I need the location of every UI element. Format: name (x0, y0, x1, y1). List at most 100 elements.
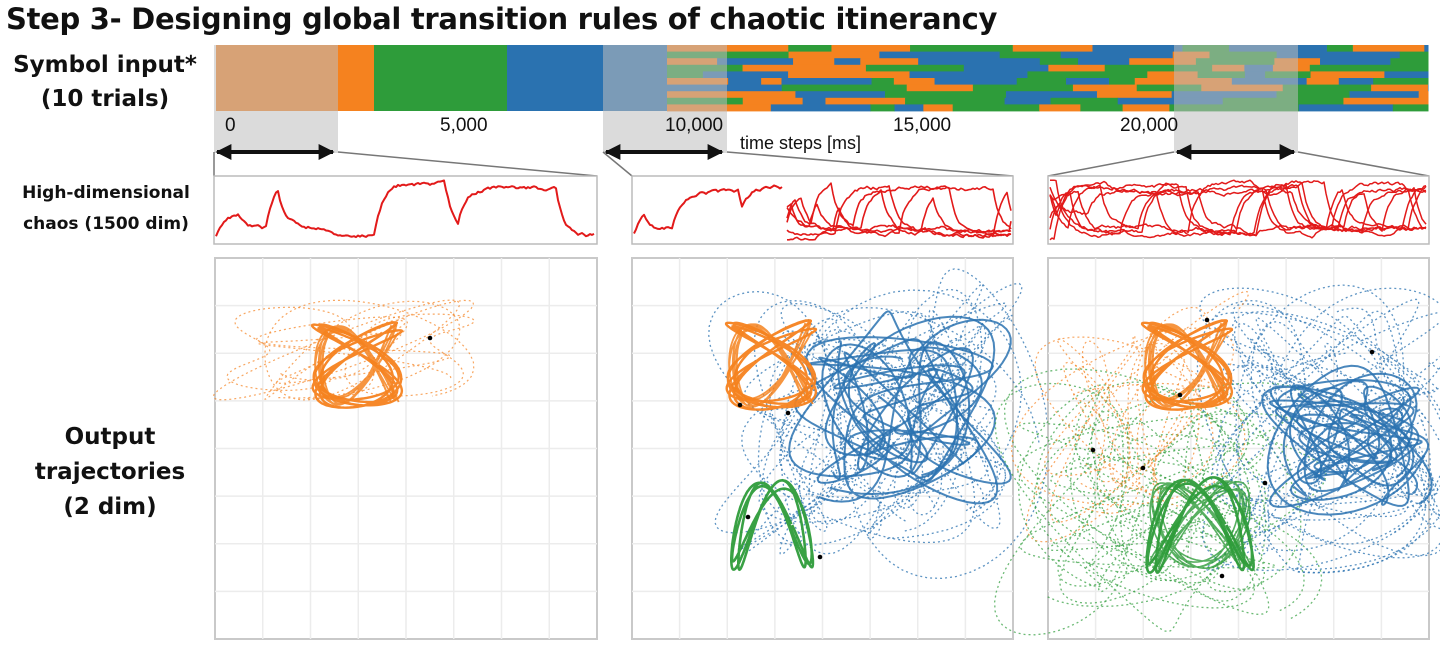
symbol-segment (1066, 78, 1110, 85)
symbol-segment (795, 91, 886, 99)
transition-point (427, 335, 433, 341)
chaos-trace (786, 182, 1012, 236)
symbol-segment (1338, 78, 1374, 85)
time-tick-0: 0 (225, 115, 236, 136)
symbol-segment (1096, 91, 1173, 99)
symbol-segment (1399, 51, 1429, 59)
trajectory-curve (1233, 322, 1431, 544)
trajectory-curve (728, 321, 814, 408)
trajectory-curve (1276, 379, 1423, 501)
trajectory-curve (1216, 307, 1438, 555)
symbol-segment (834, 58, 861, 66)
window-highlight-2 (603, 45, 727, 153)
chaos-panel-3 (1047, 175, 1430, 245)
chaos-trace (1049, 179, 1427, 235)
symbol-segment (1122, 104, 1170, 112)
chaos-panel-2 (631, 175, 1014, 245)
symbol-segment (952, 104, 1040, 112)
transition-point (1177, 392, 1183, 398)
symbol-block (338, 45, 374, 111)
symbol-segment (1427, 84, 1429, 92)
transition-point (1219, 573, 1225, 579)
trajectory-curve (753, 300, 1013, 544)
symbol-segment (742, 64, 867, 72)
symbol-segment (1048, 64, 1106, 72)
symbol-segment (1117, 97, 1224, 105)
trajectory-curve (833, 355, 971, 461)
symbol-segment (1004, 97, 1052, 105)
chaos-trace (786, 185, 1012, 239)
symbol-segment (1147, 71, 1199, 79)
symbol-segment (910, 45, 1014, 52)
symbol-segment (702, 71, 789, 79)
symbol-segment (905, 97, 1006, 105)
symbol-segment (1326, 45, 1354, 52)
time-tick-1: 5,000 (440, 115, 488, 136)
symbol-segment (893, 78, 936, 85)
output-trajectories-label: trajectories (34, 459, 186, 485)
symbol-input-trials-label: (10 trials) (40, 86, 170, 112)
symbol-segment (667, 45, 789, 52)
symbol-segment (1027, 71, 1148, 79)
symbol-segment (963, 64, 1049, 72)
trajectory-curve (761, 302, 1007, 540)
trajectory-curve (1201, 303, 1440, 572)
trajectory-curve (1144, 321, 1230, 408)
transition-point (817, 554, 823, 560)
time-tick-3: 15,000 (893, 115, 952, 136)
trajectory-curve (794, 315, 999, 505)
symbol-segment (742, 97, 804, 105)
symbol-segment (1306, 78, 1340, 85)
symbol-segment (788, 45, 832, 52)
symbol-segment (1050, 97, 1119, 105)
symbol-segment (871, 78, 895, 85)
symbol-segment (667, 51, 790, 59)
chaos-trace (1049, 180, 1427, 237)
trajectory-curve (1289, 384, 1411, 493)
trajectory-curve (314, 323, 400, 406)
chaos-trace (1050, 179, 1427, 233)
trajectory-curve (757, 309, 1001, 532)
symbol-segment (934, 78, 1018, 85)
symbol-segment (1343, 97, 1429, 105)
trajectory-curve (758, 302, 1008, 540)
symbol-segment (870, 104, 896, 112)
trajectory-curve (1056, 338, 1203, 492)
symbol-segment (1039, 104, 1081, 112)
trajectory-curve (1003, 368, 1305, 615)
symbol-segment (1298, 104, 1394, 112)
symbol-segment (918, 58, 1041, 66)
trajectory-panel-1 (212, 257, 598, 640)
trajectory-curve (729, 478, 815, 572)
window-highlight-1 (214, 45, 338, 153)
symbol-segment (1276, 91, 1351, 99)
symbol-segment (894, 104, 924, 112)
time-tick-2: 10,000 (665, 115, 724, 136)
symbol-segment (999, 51, 1062, 59)
time-tick-4: 20,000 (1120, 115, 1179, 136)
symbol-segment (972, 84, 1074, 92)
symbol-segment (1371, 84, 1429, 92)
symbol-segment (1060, 51, 1174, 59)
chaos-trace (215, 179, 595, 239)
trajectory-curve (724, 319, 818, 411)
symbol-segment (788, 51, 880, 59)
zoom-connectors (213, 151, 1430, 177)
time-axis-label: time steps [ms] (740, 133, 862, 153)
symbol-segment (1418, 91, 1429, 99)
output-label: Output (64, 424, 156, 450)
symbol-segment (1282, 84, 1372, 92)
trajectory-curve (1047, 410, 1266, 593)
symbol-input-label: Symbol input* (13, 52, 197, 78)
output-dim-label: (2 dim) (63, 494, 157, 520)
figure-title: Step 3- Designing global transition rule… (6, 2, 998, 36)
symbol-segment (667, 91, 796, 99)
transition-point (1369, 349, 1375, 355)
symbol-segment (1012, 45, 1093, 52)
trajectory-curve (1043, 335, 1218, 514)
symbol-segment (831, 45, 911, 52)
chaos-trace (1049, 181, 1427, 237)
transition-point (1262, 480, 1268, 486)
symbol-block (374, 45, 507, 111)
symbol-segment (1039, 58, 1079, 66)
